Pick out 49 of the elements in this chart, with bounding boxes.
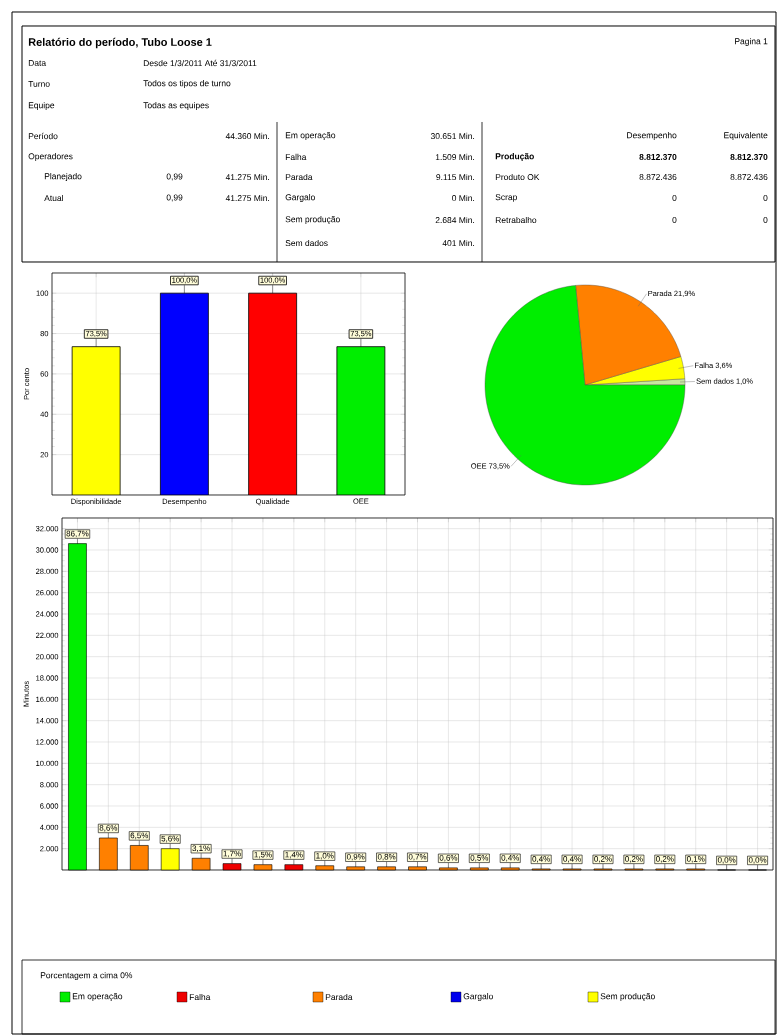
text: Relatório do período, Tubo Loose 1 <box>28 37 212 49</box>
text: Período <box>28 132 58 140</box>
legend-label: Sem produção <box>600 993 655 1001</box>
text: 0 <box>672 217 677 223</box>
text: Parada <box>285 173 313 181</box>
text: Em operação <box>285 132 336 140</box>
text: 30.651 Min. <box>430 132 475 140</box>
text: 1.509 Min. <box>435 153 475 161</box>
text: Todas as equipes <box>143 102 209 110</box>
text: Scrap <box>495 194 517 202</box>
text: 8.812.370 <box>639 153 677 160</box>
text: 401 Min. <box>442 239 475 247</box>
text: Turno <box>28 81 50 87</box>
text: Pagina 1 <box>735 38 768 46</box>
text: 0,99 <box>166 194 183 202</box>
legend-label: Falha <box>189 993 211 1001</box>
text: Falha <box>285 153 307 161</box>
text: 8.872.436 <box>730 174 768 180</box>
text: Sem produção <box>285 216 340 224</box>
text: Atual <box>44 194 63 202</box>
legend-label: Parada <box>325 993 353 1001</box>
text: 44.360 Min. <box>225 132 270 140</box>
text: Retrabalho <box>495 216 537 224</box>
legend-title: Porcentagem a cima 0% <box>40 972 133 980</box>
text: 0 <box>763 195 768 201</box>
text: 8.812.370 <box>730 153 768 160</box>
text: 41.275 Min. <box>225 194 270 202</box>
text: 0,99 <box>166 173 183 181</box>
text: Equivalente <box>724 132 768 140</box>
text: 41.275 Min. <box>225 173 270 181</box>
text: Sem dados <box>285 239 328 247</box>
text: 9.115 Min. <box>436 173 475 181</box>
text: Produto OK <box>495 173 540 181</box>
text: Equipe <box>28 102 55 110</box>
text: Gargalo <box>285 194 315 202</box>
text: Desde 1/3/2011 Até 31/3/2011 <box>143 59 257 67</box>
legend-label: Em operação <box>72 993 123 1001</box>
legend-label: Gargalo <box>463 993 493 1001</box>
text: Todos os tipos de turno <box>143 80 231 88</box>
text: Planejado <box>44 173 82 181</box>
text: 2.684 Min. <box>435 216 475 224</box>
text: 0 <box>672 195 677 201</box>
text: Desempenho <box>627 132 677 140</box>
text: 0 <box>763 217 768 223</box>
text: Produção <box>495 153 534 161</box>
text: 0 Min. <box>452 194 475 202</box>
text: 8.872.436 <box>639 174 677 180</box>
text: Data <box>28 60 47 66</box>
text: Operadores <box>28 153 73 161</box>
